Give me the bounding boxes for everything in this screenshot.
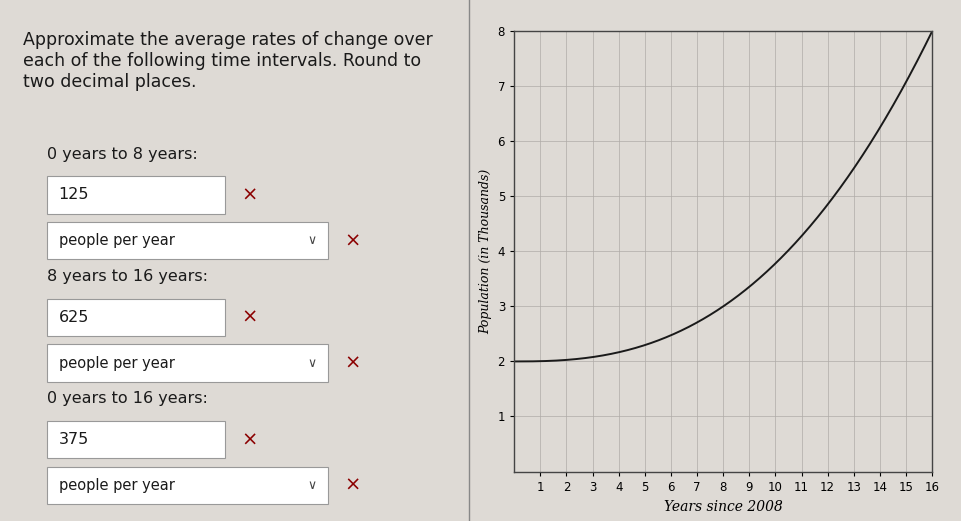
Text: 0 years to 8 years:: 0 years to 8 years: bbox=[47, 146, 198, 162]
Text: ×: × bbox=[241, 185, 258, 204]
Text: ∨: ∨ bbox=[308, 479, 316, 492]
Text: ∨: ∨ bbox=[308, 234, 316, 247]
X-axis label: Years since 2008: Years since 2008 bbox=[664, 501, 782, 514]
Y-axis label: Population (in Thousands): Population (in Thousands) bbox=[479, 169, 492, 334]
Text: ×: × bbox=[345, 476, 361, 495]
Text: people per year: people per year bbox=[59, 478, 175, 493]
FancyBboxPatch shape bbox=[47, 344, 329, 382]
Text: ∨: ∨ bbox=[308, 357, 316, 369]
Text: 375: 375 bbox=[59, 432, 88, 447]
Text: Approximate the average rates of change over
each of the following time interval: Approximate the average rates of change … bbox=[23, 31, 433, 91]
Text: people per year: people per year bbox=[59, 233, 175, 248]
Text: 8 years to 16 years:: 8 years to 16 years: bbox=[47, 269, 208, 284]
Text: 125: 125 bbox=[59, 188, 89, 202]
Text: people per year: people per year bbox=[59, 356, 175, 370]
Text: 0 years to 16 years:: 0 years to 16 years: bbox=[47, 391, 208, 406]
Text: ×: × bbox=[241, 308, 258, 327]
FancyBboxPatch shape bbox=[47, 222, 329, 259]
FancyBboxPatch shape bbox=[47, 467, 329, 504]
Text: ×: × bbox=[345, 354, 361, 373]
Text: ×: × bbox=[345, 231, 361, 250]
Text: 625: 625 bbox=[59, 310, 89, 325]
FancyBboxPatch shape bbox=[47, 176, 225, 214]
FancyBboxPatch shape bbox=[47, 299, 225, 336]
FancyBboxPatch shape bbox=[47, 421, 225, 458]
Text: ×: × bbox=[241, 430, 258, 449]
